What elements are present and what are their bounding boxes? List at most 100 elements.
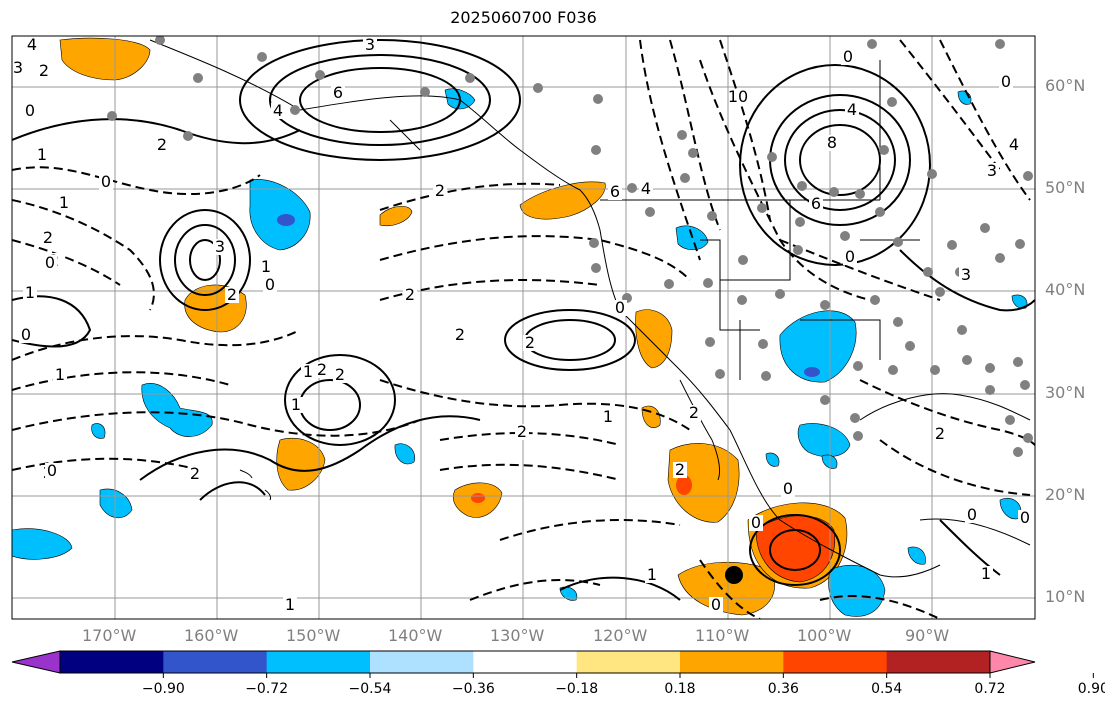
contour-label: 0 [101,172,111,191]
contour-label-bg [809,196,823,212]
contour-label: 2 [675,460,685,479]
contour-label-bg [25,37,39,53]
contour-label: 2 [405,285,415,304]
contour-label: 0 [1020,508,1030,527]
contour-label-bg [45,463,59,479]
contour-label-bg [781,481,795,497]
contour-label-bg [959,267,973,283]
contour-label-bg [283,597,297,613]
contour-label-bg [709,597,723,613]
contour-label: 0 [711,595,721,614]
contour-label-bg [843,249,857,265]
orange-region-coast [519,181,606,220]
contour-label-bg [263,277,277,293]
contour-label-bg [57,195,71,211]
contour-label: 0 [25,101,35,120]
contour-label-bg [453,327,467,343]
contour-label-bg [363,37,377,53]
lon-label-170w: 170°W [82,626,137,645]
colorbar-segment [370,651,474,673]
contour-label-bg [999,74,1013,90]
red-spot-mid [471,493,485,503]
contour-label: 2 [43,228,53,247]
colorbar-tick-label: −0.90 [141,681,185,697]
colorbar-segment [576,651,681,673]
cyan-region-sw [779,310,857,383]
contour-label-bg [331,85,345,101]
contour-label-bg [213,239,227,255]
cyan-region-pac1 [141,383,213,437]
lat-label-30n: 30°N [1045,383,1086,402]
contour-label-bg [289,397,303,413]
colorbar-tick-label: −0.18 [555,681,599,697]
colorbar-tick-label: 0.18 [664,681,696,697]
contour-label-bg [23,285,37,301]
lon-label-130w: 130°W [490,626,545,645]
cyan-region-se [828,564,886,617]
colorbar-segment [60,651,164,673]
contour-label-bg [639,181,653,197]
contour-label-bg [613,300,627,316]
contour-label-bg [23,103,37,119]
colorbar-tick-label: −0.36 [451,681,495,697]
contour-label-bg [673,462,687,478]
lon-label-100w: 100°W [797,626,852,645]
colorbar-segment [473,651,578,673]
contour-label-bg [687,405,701,421]
cyan-small-hi [394,443,416,465]
contour-label-bg [333,367,347,383]
contour-label-bg [979,566,993,582]
colorbar-segment [266,651,371,673]
contour-label: 0 [783,479,793,498]
contour-lines [12,39,1035,619]
cyan-small-e [1011,294,1028,309]
contour-label: 4 [27,35,37,54]
contour-label: 0 [21,325,31,344]
contour-label-bg [37,63,51,79]
contour-label-bg [731,89,745,105]
contour-label: 6 [811,194,821,213]
contour-label-bg [645,567,659,583]
contour-label-bg [933,426,947,442]
cyan-region-gulf [797,423,851,458]
contour-label: 1 [291,395,301,414]
contour-label: 2 [517,422,527,441]
contour-label-bg [965,507,979,523]
contour-label-bg [99,174,113,190]
contour-label: 1 [981,564,991,583]
contour-label-bg [601,409,615,425]
contour-label: 1 [303,362,313,381]
contour-label-bg [1018,510,1032,526]
contour-label: 4 [847,100,857,119]
contour-label: 2 [335,365,345,384]
colorbar-tick-label: 0.54 [871,681,903,697]
contour-label: 3 [215,237,225,256]
contour-label-bg [845,102,859,118]
cyan-small-pac2 [91,423,106,439]
cyan-small-ct [907,546,926,565]
contour-label: 3 [365,35,375,54]
blue-spot-sw [804,367,820,377]
red-spot-baja [676,475,692,495]
contour-label-bg [155,137,169,153]
lon-label-120w: 120°W [593,626,648,645]
colorbar-segment [783,651,888,673]
contour-label-bg [523,335,537,351]
contour-label-bg [35,147,49,163]
contour-label: 0 [967,505,977,524]
contour-label: 3 [13,58,23,77]
contour-label: 2 [157,135,167,154]
colorbar-extend-max [989,650,1036,674]
contour-label-bg [19,327,33,343]
contour-label: 2 [689,403,699,422]
contour-label: 3 [961,265,971,284]
lon-label-90w: 90°W [905,626,950,645]
lat-label-60n: 60°N [1045,76,1086,95]
lat-label-40n: 40°N [1045,280,1086,299]
contour-label: 0 [751,513,761,532]
contour-label: 0 [615,298,625,317]
orange-region-mx [677,561,775,616]
colorbar-segment [680,651,784,673]
cyan-region-sw2 [12,528,73,560]
contour-label-bg [188,466,202,482]
